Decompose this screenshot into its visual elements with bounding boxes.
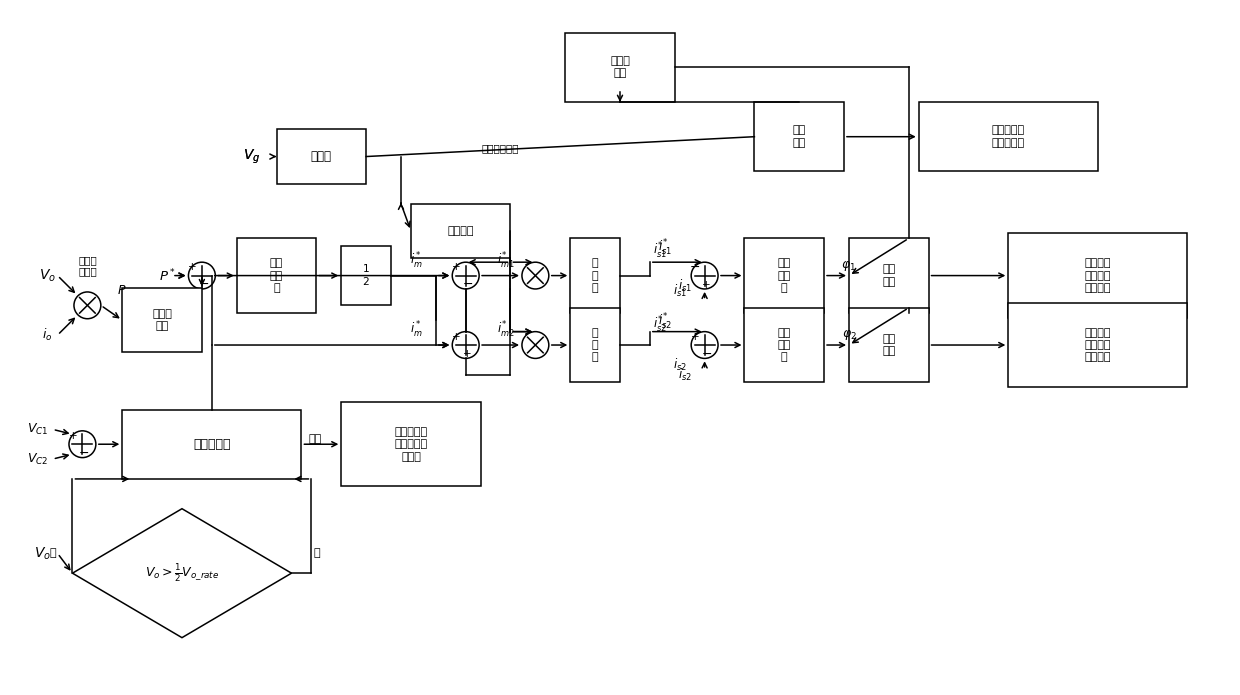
Text: $i_{s2}$: $i_{s2}$ [678, 367, 692, 383]
Text: 高频阶
梯波: 高频阶 梯波 [610, 56, 630, 79]
Text: $V_g$: $V_g$ [243, 147, 260, 165]
Text: +: + [451, 262, 460, 272]
Text: +: + [702, 279, 711, 290]
Text: 正弦运算: 正弦运算 [448, 226, 474, 236]
Text: $i_{s1}^{*}$: $i_{s1}^{*}$ [652, 240, 667, 261]
FancyBboxPatch shape [744, 238, 825, 313]
Circle shape [188, 262, 216, 289]
Text: $V_{C1}$: $V_{C1}$ [27, 422, 48, 437]
FancyBboxPatch shape [123, 288, 202, 352]
FancyBboxPatch shape [277, 129, 366, 183]
Text: 第二控制器: 第二控制器 [193, 438, 231, 451]
Text: $P$: $P$ [118, 284, 126, 297]
Text: 移相
调制: 移相 调制 [792, 126, 806, 148]
Text: $i_{s1}$: $i_{s1}$ [678, 277, 692, 293]
Text: $i_{s2}^{*}$: $i_{s2}^{*}$ [652, 315, 667, 335]
Text: +: + [691, 332, 699, 341]
FancyBboxPatch shape [849, 238, 929, 313]
Text: 指令: 指令 [308, 434, 321, 444]
Text: 第一
控制
器: 第一 控制 器 [270, 258, 283, 293]
FancyBboxPatch shape [570, 308, 620, 382]
Text: 两个单刀双
掷开关的控
制信号: 两个单刀双 掷开关的控 制信号 [394, 427, 428, 461]
Circle shape [69, 431, 95, 457]
Circle shape [453, 332, 479, 359]
Text: +: + [464, 349, 472, 359]
FancyBboxPatch shape [237, 238, 316, 313]
Text: +: + [68, 431, 77, 441]
Text: 第四
控制
器: 第四 控制 器 [777, 327, 791, 362]
Text: 移相
调制: 移相 调制 [882, 264, 895, 287]
Text: 传输参
考功率: 传输参 考功率 [78, 255, 97, 277]
Text: $i_m^*$: $i_m^*$ [409, 251, 423, 271]
Text: $V_o$: $V_o$ [40, 268, 56, 284]
Text: $i_{s2}$: $i_{s2}$ [673, 357, 687, 373]
Text: −: − [702, 348, 712, 361]
FancyBboxPatch shape [919, 102, 1097, 172]
Text: 锁相环: 锁相环 [311, 150, 332, 163]
Text: $i_{m2}^{*}$: $i_{m2}^{*}$ [497, 320, 515, 340]
Text: 第一滤
波器: 第一滤 波器 [153, 309, 172, 332]
FancyBboxPatch shape [1008, 234, 1188, 318]
FancyBboxPatch shape [341, 402, 481, 486]
Text: $i_{m1}^{*}$: $i_{m1}^{*}$ [497, 251, 515, 271]
Text: $V_g$: $V_g$ [243, 147, 260, 165]
Circle shape [522, 332, 549, 359]
Text: −: − [79, 447, 89, 459]
Polygon shape [72, 509, 291, 637]
Text: $\frac{1}{2}$: $\frac{1}{2}$ [362, 263, 371, 288]
Text: −: − [463, 278, 472, 291]
Circle shape [74, 292, 100, 319]
Text: 第二桥式
变换器的
控制信号: 第二桥式 变换器的 控制信号 [1085, 327, 1111, 362]
Text: $\varphi_2$: $\varphi_2$ [842, 328, 857, 342]
Text: −: − [689, 261, 701, 274]
Text: $V_o$: $V_o$ [33, 545, 51, 562]
Text: 矩阵变换器
的控制信号: 矩阵变换器 的控制信号 [992, 126, 1024, 148]
Text: $V_o>\frac{1}{2}V_{o\_rate}$: $V_o>\frac{1}{2}V_{o\_rate}$ [145, 562, 219, 584]
FancyBboxPatch shape [570, 238, 620, 313]
Text: $i_o$: $i_o$ [42, 327, 53, 343]
Text: +: + [451, 332, 460, 341]
Text: $P^*$: $P^*$ [159, 268, 176, 284]
Text: $i_{s1}$: $i_{s1}$ [673, 282, 687, 299]
Text: 移相
调制: 移相 调制 [882, 334, 895, 357]
Text: 绝
对
值: 绝 对 值 [591, 327, 599, 362]
FancyBboxPatch shape [849, 308, 929, 382]
Text: $i_{s1}^{*}$: $i_{s1}^{*}$ [657, 238, 672, 258]
Text: −: − [198, 278, 210, 291]
Text: 交流电压相角: 交流电压相角 [482, 144, 520, 154]
Circle shape [522, 262, 549, 289]
Text: 否: 否 [312, 548, 320, 558]
Text: $V_{C2}$: $V_{C2}$ [27, 452, 48, 466]
Text: +: + [187, 262, 196, 272]
FancyBboxPatch shape [744, 308, 825, 382]
Circle shape [453, 262, 479, 289]
Text: $\varphi_1$: $\varphi_1$ [842, 259, 857, 272]
Text: 第一桥式
变换器的
控制信号: 第一桥式 变换器的 控制信号 [1085, 258, 1111, 293]
FancyBboxPatch shape [565, 33, 675, 102]
Text: 是: 是 [50, 548, 56, 558]
Text: 第三
控制
器: 第三 控制 器 [777, 258, 791, 293]
Text: 绝
对
值: 绝 对 值 [591, 258, 599, 293]
Circle shape [691, 262, 718, 289]
Text: $i_m^*$: $i_m^*$ [409, 320, 423, 340]
Text: $i_{s2}^{*}$: $i_{s2}^{*}$ [657, 312, 672, 332]
FancyBboxPatch shape [1008, 303, 1188, 387]
FancyBboxPatch shape [754, 102, 844, 172]
FancyBboxPatch shape [341, 246, 391, 305]
FancyBboxPatch shape [410, 204, 511, 259]
FancyBboxPatch shape [123, 409, 301, 479]
Circle shape [691, 332, 718, 359]
